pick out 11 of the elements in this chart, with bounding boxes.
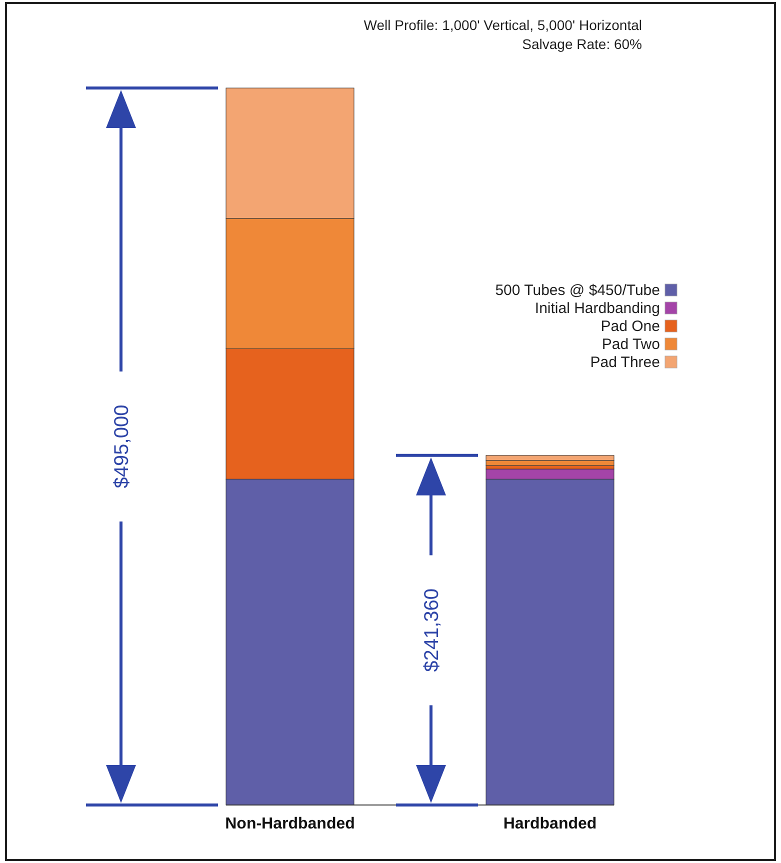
annotation: $241,360 bbox=[421, 588, 443, 672]
legend-label: Pad Three bbox=[590, 354, 660, 371]
text: $495,000 bbox=[111, 404, 133, 488]
text: Salvage Rate: 60% bbox=[522, 36, 642, 52]
legend-label: Pad One bbox=[600, 318, 660, 335]
x-tick-label: Hardbanded bbox=[503, 815, 597, 832]
legend-label: 500 Tubes @ $450/Tube bbox=[495, 282, 660, 299]
text: Well Profile: 1,000' Vertical, 5,000' Horizontal bbox=[364, 17, 642, 33]
legend-label: Pad Two bbox=[602, 336, 660, 353]
x-tick-label: Non-Hardbanded bbox=[225, 815, 355, 832]
legend-label: Initial Hardbanding bbox=[534, 300, 660, 317]
